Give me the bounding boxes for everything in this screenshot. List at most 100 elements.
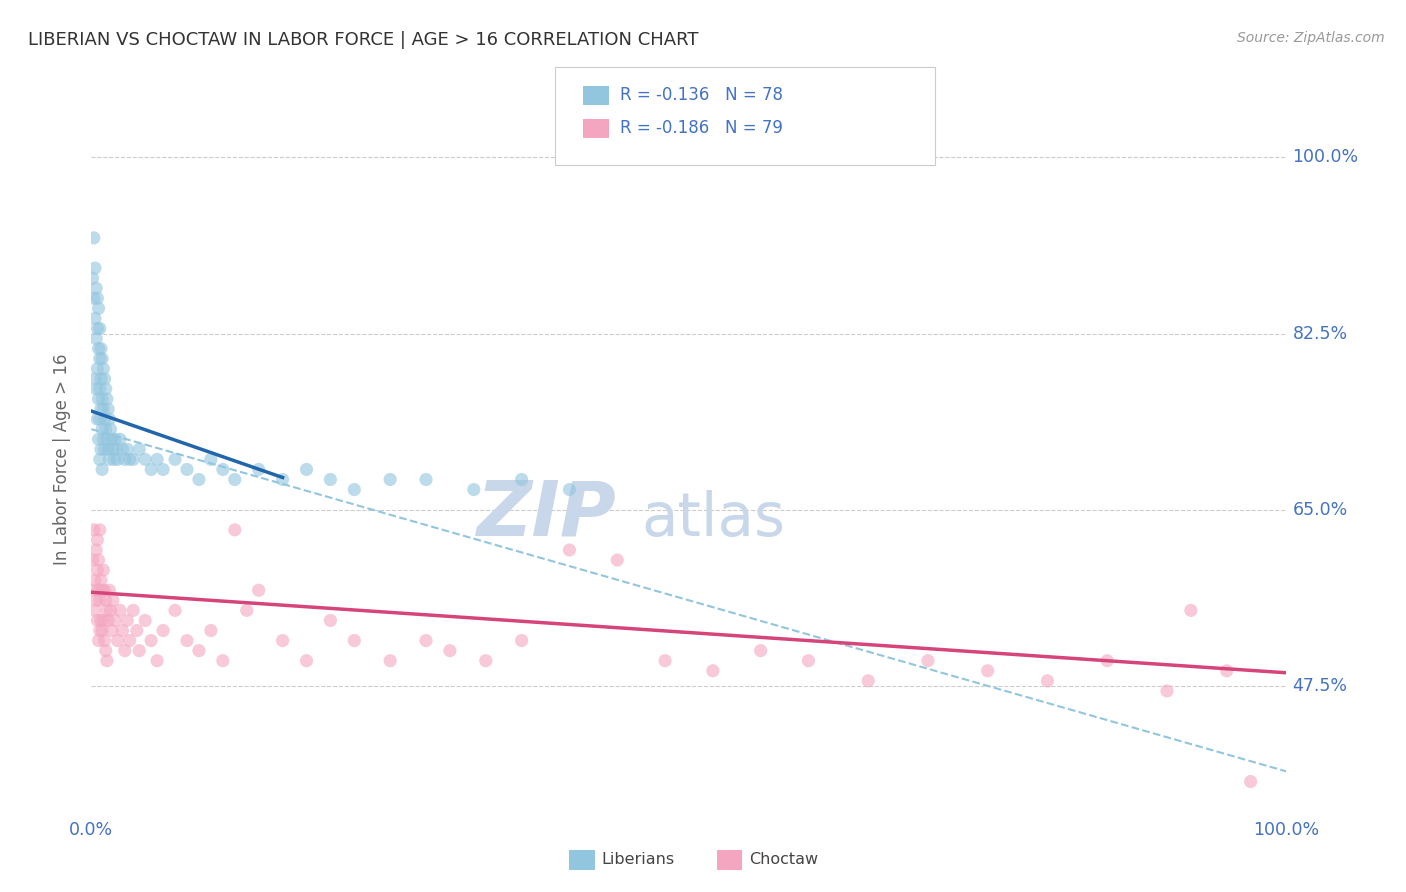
Text: Choctaw: Choctaw	[749, 853, 818, 867]
Point	[101, 442, 124, 457]
Point	[91, 392, 114, 406]
Point	[86, 614, 108, 628]
Point	[91, 351, 114, 366]
Point	[89, 412, 111, 426]
Point	[1240, 774, 1263, 789]
Y-axis label: In Labor Force | Age > 16: In Labor Force | Age > 16	[52, 353, 70, 566]
Point	[187, 643, 211, 657]
Point	[86, 361, 108, 376]
Point	[271, 473, 294, 487]
Point	[104, 614, 127, 628]
Point	[90, 614, 112, 628]
Point	[86, 321, 108, 335]
Point	[146, 654, 169, 668]
Point	[87, 633, 110, 648]
Point	[86, 412, 108, 426]
Text: 65.0%: 65.0%	[1292, 500, 1348, 519]
Text: LIBERIAN VS CHOCTAW IN LABOR FORCE | AGE > 16 CORRELATION CHART: LIBERIAN VS CHOCTAW IN LABOR FORCE | AGE…	[28, 31, 699, 49]
Point	[84, 573, 107, 587]
Point	[94, 593, 117, 607]
Point	[115, 614, 138, 628]
Point	[96, 432, 118, 446]
Point	[89, 523, 111, 537]
Point	[343, 633, 366, 648]
Point	[134, 614, 156, 628]
Point	[107, 452, 129, 467]
Point	[94, 643, 117, 657]
Point	[235, 603, 259, 617]
Point	[125, 624, 148, 638]
Point	[114, 452, 136, 467]
Point	[89, 452, 111, 467]
Point	[271, 633, 294, 648]
Point	[856, 673, 880, 688]
Point	[797, 654, 820, 668]
Point	[415, 473, 437, 487]
Point	[108, 432, 131, 446]
Point	[200, 624, 222, 638]
Point	[97, 442, 120, 457]
Point	[118, 633, 141, 648]
Point	[200, 452, 222, 467]
Point	[1036, 673, 1059, 688]
Point	[100, 422, 122, 436]
Point	[83, 583, 105, 598]
Point	[654, 654, 676, 668]
Point	[90, 402, 112, 417]
Point	[87, 392, 110, 406]
Text: Source: ZipAtlas.com: Source: ZipAtlas.com	[1237, 31, 1385, 45]
Point	[1097, 654, 1119, 668]
Point	[103, 452, 125, 467]
Point	[89, 321, 111, 335]
Text: 82.5%: 82.5%	[1292, 325, 1347, 343]
Point	[224, 523, 246, 537]
Point	[118, 452, 141, 467]
Point	[295, 462, 318, 476]
Point	[98, 412, 121, 426]
Text: R = -0.186   N = 79: R = -0.186 N = 79	[620, 120, 783, 137]
Point	[84, 372, 107, 386]
Point	[93, 361, 114, 376]
Point	[93, 442, 115, 457]
Point	[89, 351, 111, 366]
Point	[558, 483, 581, 497]
Point	[1215, 664, 1237, 678]
Point	[122, 603, 145, 617]
Point	[128, 442, 150, 457]
Point	[87, 342, 110, 356]
Point	[82, 553, 104, 567]
Point	[84, 382, 107, 396]
Point	[93, 583, 115, 598]
Point	[83, 523, 105, 537]
Point	[1180, 603, 1202, 617]
Point	[93, 372, 115, 386]
Point	[111, 624, 134, 638]
Point	[83, 231, 105, 245]
Point	[343, 483, 366, 497]
Point	[89, 593, 111, 607]
Point	[319, 473, 342, 487]
Point	[84, 593, 107, 607]
Point	[87, 432, 110, 446]
Point	[152, 462, 174, 476]
Point	[94, 422, 117, 436]
Point	[378, 473, 402, 487]
Point	[247, 583, 270, 598]
Point	[211, 654, 233, 668]
Point	[90, 442, 112, 457]
Point	[101, 593, 124, 607]
Text: Liberians: Liberians	[602, 853, 675, 867]
Point	[134, 452, 156, 467]
Point	[96, 392, 118, 406]
Point	[96, 654, 118, 668]
Point	[378, 654, 402, 668]
Point	[82, 271, 104, 285]
Point	[247, 462, 270, 476]
Point	[558, 543, 581, 558]
Point	[115, 442, 138, 457]
Text: R = -0.136   N = 78: R = -0.136 N = 78	[620, 87, 783, 104]
Point	[84, 603, 107, 617]
Point	[114, 643, 136, 657]
Point	[93, 412, 115, 426]
Point	[97, 402, 120, 417]
